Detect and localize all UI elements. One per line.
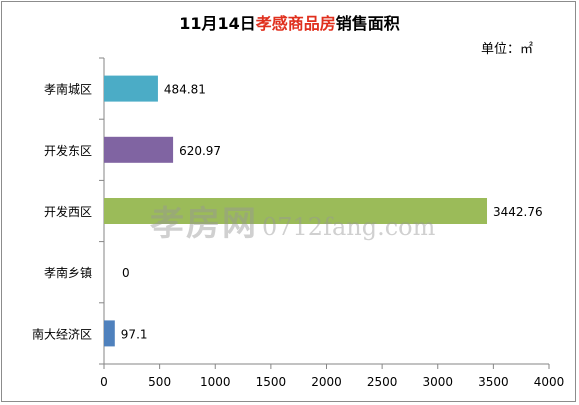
data-label: 3442.76 <box>493 205 543 219</box>
x-tick-label: 3500 <box>478 375 509 389</box>
title-suffix: 销售面积 <box>335 14 400 33</box>
bar <box>104 320 115 347</box>
x-tick-label: 4000 <box>534 375 565 389</box>
x-tick-label: 1000 <box>200 375 231 389</box>
category-label: 开发东区 <box>44 143 92 158</box>
category-label: 开发西区 <box>44 204 92 219</box>
chart-bars <box>104 75 488 347</box>
title-highlight: 孝感商品房 <box>255 14 336 33</box>
data-label: 97.1 <box>121 327 148 341</box>
x-tick-label: 0 <box>100 375 108 389</box>
x-tick-label: 1500 <box>256 375 287 389</box>
bar <box>104 75 158 102</box>
unit-label: 单位：㎡ <box>480 42 533 57</box>
chart-title: 11月14日孝感商品房销售面积 <box>0 10 579 34</box>
category-label: 南大经济区 <box>32 326 92 341</box>
data-label: 620.97 <box>179 144 221 158</box>
data-label: 484.81 <box>164 83 206 97</box>
chart-labels: 0 500 1000 1500 2000 2500 3000 3500 4000 孝南城区 484.… <box>32 82 564 389</box>
title-date: 11月14日 <box>179 14 256 33</box>
x-tick-label: 3000 <box>422 375 453 389</box>
bar <box>104 198 488 224</box>
category-label: 孝南城区 <box>44 82 92 97</box>
bar <box>104 136 174 163</box>
x-tick-label: 500 <box>148 375 171 389</box>
x-tick-label: 2500 <box>367 375 398 389</box>
category-label: 孝南乡镇 <box>44 265 92 280</box>
data-label: 0 <box>122 266 130 280</box>
x-tick-label: 2000 <box>311 375 342 389</box>
